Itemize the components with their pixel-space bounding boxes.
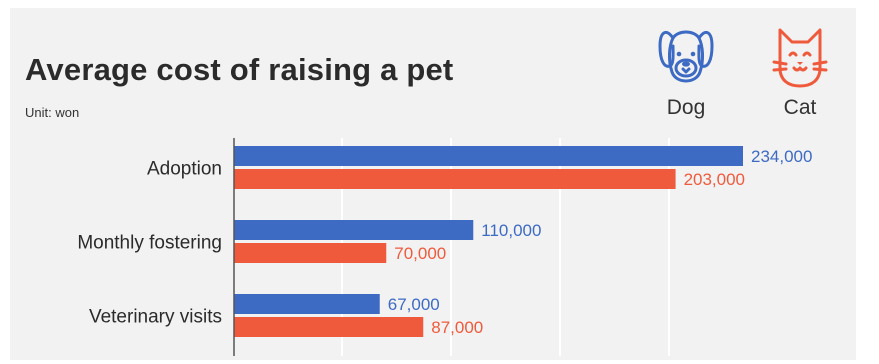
bar-dog (234, 146, 743, 166)
data-label: 70,000 (394, 244, 446, 263)
bar-cat (234, 317, 424, 337)
bar-dog (234, 220, 474, 240)
category-label: Adoption (147, 159, 222, 180)
data-label: 110,000 (481, 221, 541, 240)
legend-label-dog: Dog (666, 96, 706, 119)
dog-icon (658, 30, 714, 83)
data-label: 234,000 (751, 147, 812, 166)
chart-unit-label: Unit: won (25, 105, 80, 120)
legend-label-cat: Cat (783, 96, 817, 119)
data-label: 203,000 (684, 170, 745, 189)
legend-item-cat: Cat (750, 24, 850, 124)
cat-icon (772, 28, 828, 88)
legend-item-dog: Dog (636, 24, 736, 124)
chart-title: Average cost of raising a pet (25, 52, 454, 87)
bar-cat (234, 169, 676, 189)
category-label: Veterinary visits (89, 307, 222, 328)
data-label: 67,000 (388, 295, 440, 314)
data-label: 87,000 (431, 318, 483, 337)
bar-cat (234, 243, 387, 263)
category-label: Monthly fostering (77, 233, 222, 254)
bar-dog (234, 294, 380, 314)
